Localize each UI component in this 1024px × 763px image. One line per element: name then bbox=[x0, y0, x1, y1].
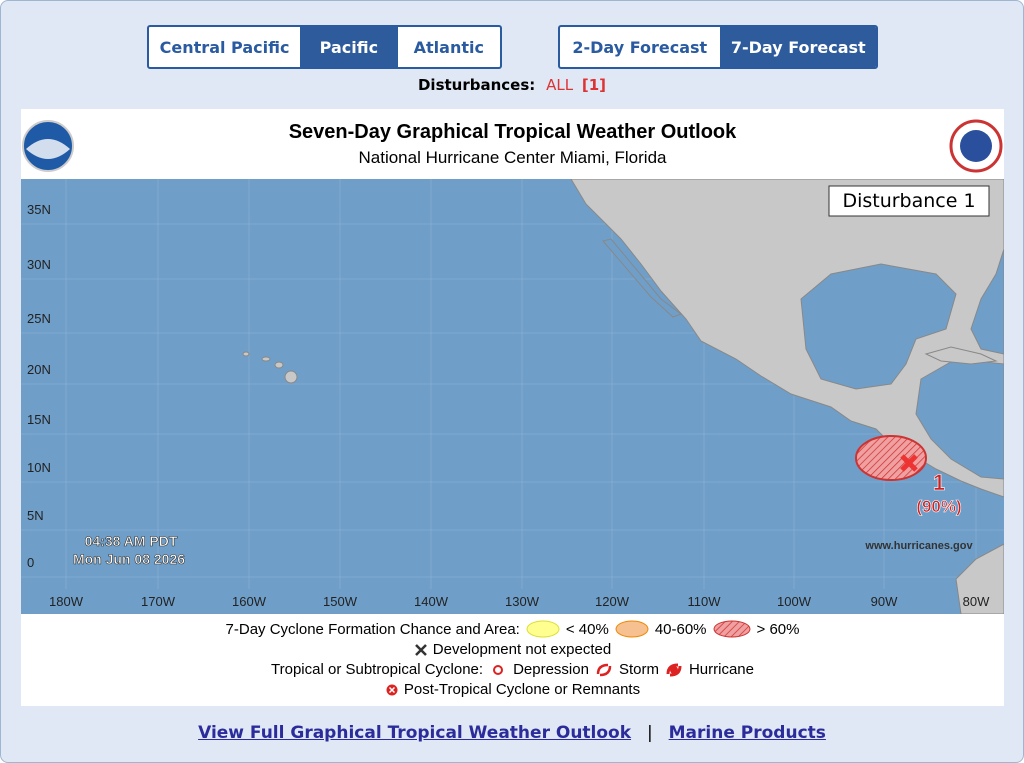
disturbance-area[interactable] bbox=[855, 435, 927, 481]
lon-label: 170W bbox=[141, 594, 176, 609]
legend-high: > 60% bbox=[756, 620, 800, 638]
legend-medium: 40-60% bbox=[654, 620, 707, 638]
swatch-medium bbox=[615, 620, 649, 638]
atlantic bbox=[970, 248, 1004, 355]
outlook-link[interactable]: View Full Graphical Tropical Weather Out… bbox=[198, 723, 632, 743]
disturbance-marker bbox=[900, 454, 918, 472]
hawaii bbox=[242, 351, 298, 384]
lat-label: 30N bbox=[27, 257, 51, 272]
gulf-of-mexico bbox=[800, 263, 957, 390]
issue-time: 04:38 AM PDT bbox=[85, 533, 178, 549]
lat-label: 5N bbox=[27, 508, 44, 523]
lon-label: 160W bbox=[232, 594, 267, 609]
lon-label: 150W bbox=[323, 594, 358, 609]
legend-storm: Storm bbox=[618, 661, 659, 678]
logos bbox=[22, 119, 1003, 173]
legend-not-expected: Development not expected bbox=[21, 641, 1004, 658]
disturbances-label: Disturbances: bbox=[417, 76, 536, 94]
all-link[interactable]: ALL bbox=[546, 76, 574, 94]
lat-label: 20N bbox=[27, 362, 51, 377]
legend-cyclone-label: Tropical or Subtropical Cyclone: bbox=[271, 661, 484, 678]
lat-label: 35N bbox=[27, 202, 51, 217]
gulf-of-california bbox=[602, 238, 683, 318]
issue-date: Mon Jun 08 2026 bbox=[73, 551, 185, 567]
noaa-logo-wave bbox=[26, 139, 70, 159]
legend-depression: Depression bbox=[513, 661, 589, 678]
legend-post-tropical-label: Post-Tropical Cyclone or Remnants bbox=[403, 681, 641, 698]
legend-formation: 7-Day Cyclone Formation Chance and Area:… bbox=[21, 620, 1004, 638]
icon-storm bbox=[596, 663, 612, 676]
lon-label: 90W bbox=[871, 594, 898, 609]
lon-label: 180W bbox=[49, 594, 84, 609]
swatch-low bbox=[526, 620, 560, 638]
lat-label: 10N bbox=[27, 460, 51, 475]
forecast-tabs: 2-Day Forecast 7-Day Forecast bbox=[558, 25, 878, 69]
panel-label: Disturbance 1 bbox=[842, 190, 975, 212]
swatch-high bbox=[713, 620, 751, 638]
legend-low: < 40% bbox=[565, 620, 609, 638]
lon-label: 80W bbox=[963, 594, 990, 609]
icon-x bbox=[414, 643, 427, 656]
legend-formation-label: 7-Day Cyclone Formation Chance and Area: bbox=[225, 620, 520, 638]
marine-link[interactable]: Marine Products bbox=[668, 723, 826, 743]
nws-logo-center bbox=[960, 130, 992, 162]
panel-label-box: Disturbance 1 bbox=[828, 185, 990, 217]
cuba bbox=[924, 346, 998, 365]
lon-label: 100W bbox=[777, 594, 812, 609]
map-subtitle: National Hurricane Center Miami, Florida bbox=[358, 148, 667, 167]
icon-depression bbox=[493, 664, 504, 675]
disturbance-chance: (90%) bbox=[916, 497, 961, 516]
lon-label: 130W bbox=[505, 594, 540, 609]
website: www.hurricanes.gov bbox=[864, 540, 973, 552]
outlook-panel: Seven-Day Graphical Tropical Weather Out… bbox=[21, 109, 1004, 706]
separator: | bbox=[646, 723, 653, 743]
land bbox=[570, 179, 1004, 498]
south-america bbox=[955, 543, 1004, 614]
basin-tabs: Central Pacific Pacific Atlantic bbox=[147, 25, 502, 69]
lon-label: 140W bbox=[414, 594, 449, 609]
legend-post-tropical: Post-Tropical Cyclone or Remnants bbox=[21, 681, 1004, 698]
tab[interactable]: 2-Day Forecast bbox=[572, 37, 708, 57]
tab[interactable]: Central Pacific bbox=[159, 37, 290, 57]
links: View Full Graphical Tropical Weather Out… bbox=[1, 723, 1023, 743]
icon-post-tropical bbox=[386, 684, 398, 695]
map-title: Seven-Day Graphical Tropical Weather Out… bbox=[288, 121, 737, 143]
lat-label: 15N bbox=[27, 412, 51, 427]
lat-label: 0 bbox=[27, 555, 34, 570]
lon-label: 120W bbox=[595, 594, 630, 609]
disturbances-bar: Disturbances: ALL [1] bbox=[1, 76, 1023, 94]
tab[interactable]: Atlantic bbox=[396, 27, 500, 67]
count-link[interactable]: [1] bbox=[581, 76, 606, 94]
icon-hurricane bbox=[666, 663, 682, 676]
tab[interactable]: 7-Day Forecast bbox=[719, 27, 876, 67]
tab[interactable]: Pacific bbox=[300, 27, 397, 67]
lon-label: 110W bbox=[688, 594, 722, 609]
legend-not-expected-label: Development not expected bbox=[432, 641, 612, 658]
map: Disturbance 1 1 (90%) 04:38 AM PDT Mon J… bbox=[21, 179, 1004, 614]
lat-label: 25N bbox=[27, 311, 51, 326]
disturbance-id: 1 bbox=[933, 470, 945, 495]
legend-cyclone: Tropical or Subtropical Cyclone: Depress… bbox=[21, 661, 1004, 678]
legend-hurricane: Hurricane bbox=[688, 661, 754, 678]
